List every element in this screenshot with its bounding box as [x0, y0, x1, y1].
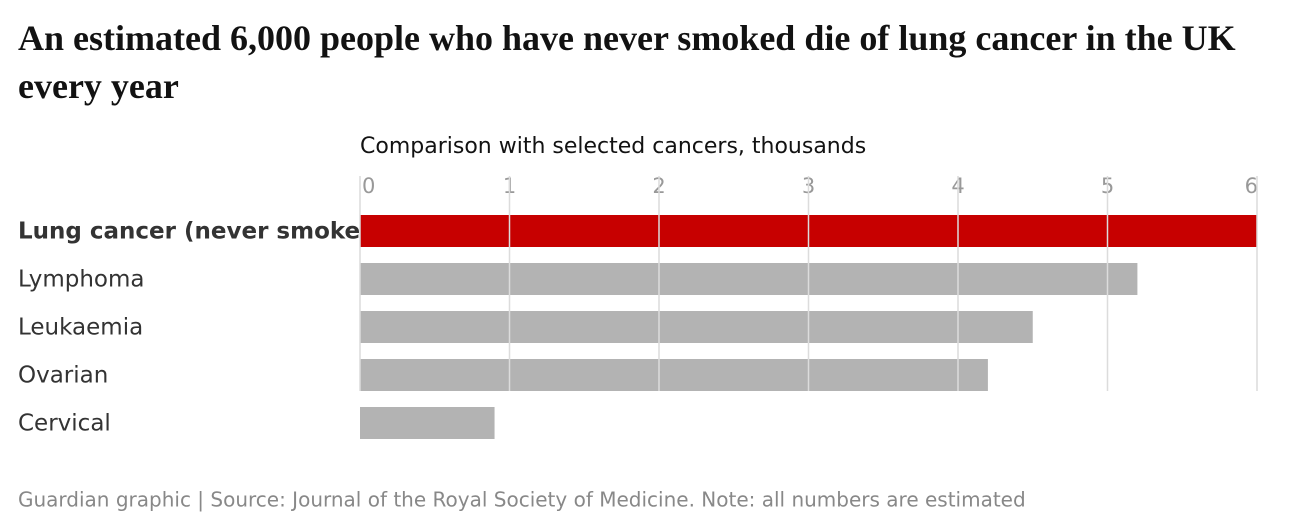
y-tick-label: Cervical [18, 411, 111, 437]
y-tick-label: Lung cancer (never smoked) [18, 219, 387, 245]
chart-title: An estimated 6,000 people who have never… [18, 18, 1236, 106]
x-tick-label: 6 [1245, 174, 1258, 198]
chart-subtitle: Comparison with selected cancers, thousa… [360, 134, 866, 159]
y-tick-label: Lymphoma [18, 267, 144, 293]
y-tick-label: Ovarian [18, 363, 108, 389]
bar [360, 359, 988, 391]
y-tick-label: Leukaemia [18, 315, 143, 341]
bar [360, 311, 1033, 343]
x-tick-label: 0 [362, 174, 375, 198]
bar [360, 407, 495, 439]
footer: Guardian graphic | Source: Journal of th… [18, 488, 1026, 512]
bar [360, 263, 1138, 295]
